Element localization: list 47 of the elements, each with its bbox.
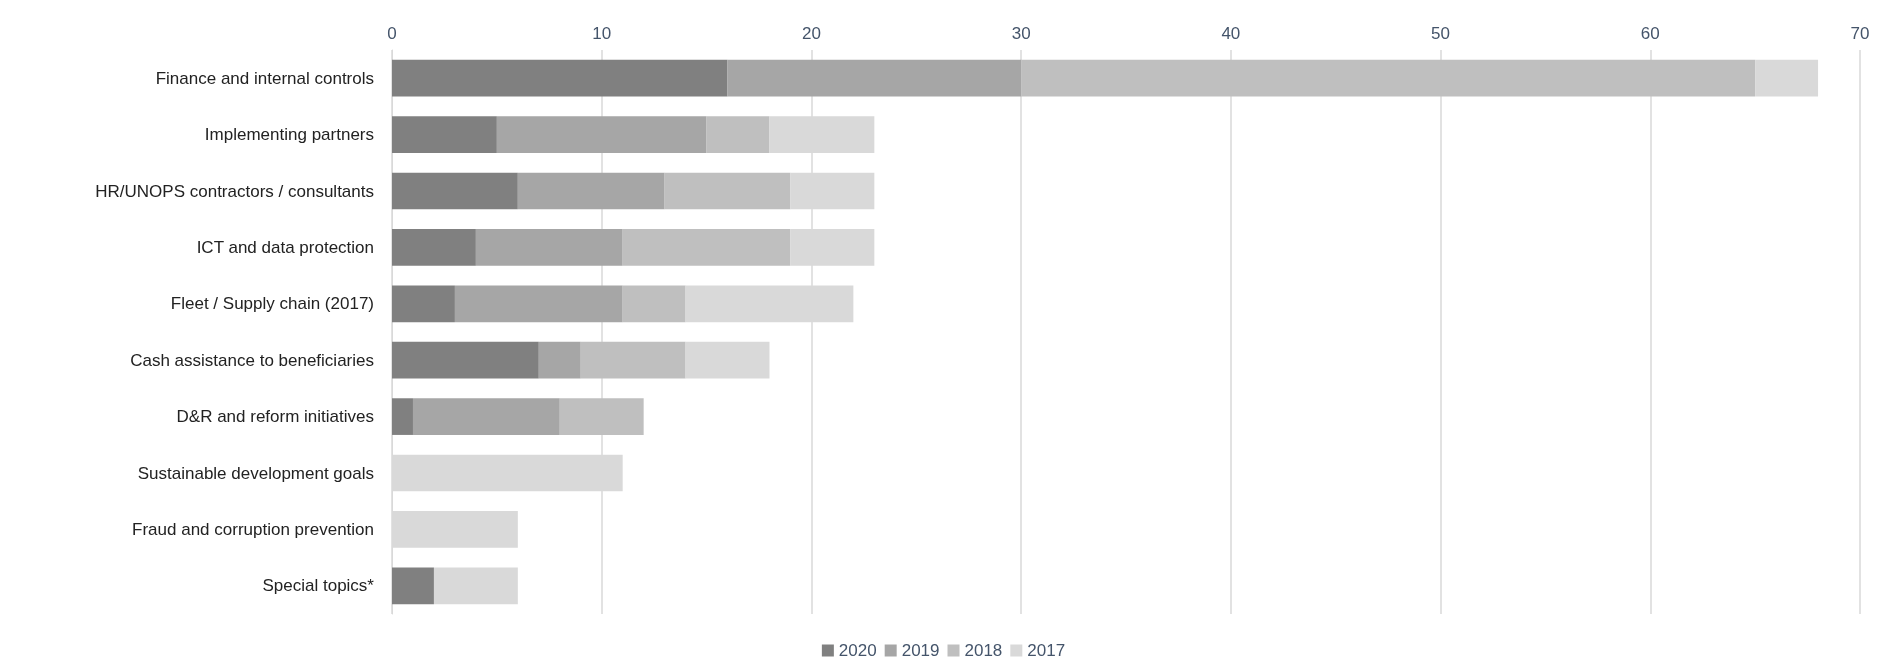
- bar: [727, 59, 1022, 97]
- y-tick-label: Sustainable development goals: [137, 463, 374, 483]
- x-tick-label: 10: [592, 24, 612, 43]
- bar: [454, 285, 623, 323]
- x-tick-label: 70: [1850, 24, 1870, 43]
- bar: [392, 116, 497, 153]
- y-tick-label: Special topics*: [262, 576, 375, 596]
- bar: [1755, 59, 1819, 97]
- x-tick-label: 30: [1011, 24, 1031, 43]
- bar: [392, 172, 518, 210]
- bar: [622, 285, 686, 323]
- legend-label: 2018: [964, 641, 1003, 660]
- bar: [538, 341, 581, 379]
- bar: [496, 116, 707, 153]
- x-tick-label: 20: [801, 24, 821, 43]
- legend-label: 2019: [901, 641, 940, 660]
- y-tick-label: HR/UNOPS contractors / consultants: [95, 181, 374, 201]
- y-tick-label: Implementing partners: [204, 125, 374, 145]
- x-tick-label: 0: [387, 24, 397, 43]
- bar: [622, 229, 791, 266]
- bar: [433, 567, 518, 605]
- bar: [392, 341, 539, 379]
- bar: [1021, 59, 1756, 97]
- y-tick-label: ICT and data protection: [196, 237, 374, 257]
- bar: [664, 172, 791, 210]
- y-tick-label: Fleet / Supply chain (2017): [170, 294, 374, 314]
- x-tick-label: 60: [1640, 24, 1660, 43]
- bar: [580, 341, 686, 379]
- bar: [392, 229, 476, 266]
- bar: [392, 285, 455, 323]
- y-tick-label: D&R and reform initiatives: [176, 407, 374, 427]
- bar: [392, 398, 413, 435]
- bar: [559, 398, 644, 435]
- bar: [412, 398, 560, 435]
- legend-label: 2020: [838, 641, 877, 660]
- y-tick-label: Fraud and corruption prevention: [132, 519, 374, 539]
- x-tick-label: 50: [1431, 24, 1451, 43]
- bar: [475, 229, 623, 266]
- bar: [685, 341, 770, 379]
- bar: [392, 567, 434, 605]
- y-tick-label: Cash assistance to beneficiaries: [130, 350, 374, 370]
- bar: [517, 172, 665, 210]
- x-tick-label: 40: [1221, 24, 1241, 43]
- bar: [392, 59, 728, 97]
- legend-label: 2017: [1027, 641, 1066, 660]
- bar: [706, 116, 770, 153]
- y-tick-label: Finance and internal controls: [155, 68, 374, 88]
